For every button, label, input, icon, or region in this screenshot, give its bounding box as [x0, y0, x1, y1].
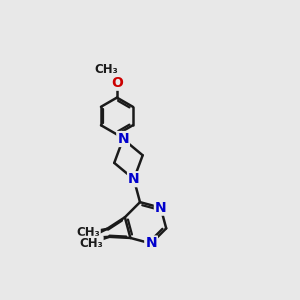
Text: N: N	[128, 172, 140, 186]
Text: N: N	[117, 132, 129, 146]
Text: S: S	[83, 231, 93, 245]
Text: CH₃: CH₃	[79, 237, 103, 250]
Text: CH₃: CH₃	[94, 63, 118, 76]
Text: N: N	[145, 236, 157, 250]
Text: O: O	[111, 76, 123, 90]
Text: CH₃: CH₃	[76, 226, 100, 239]
Text: N: N	[155, 201, 167, 215]
